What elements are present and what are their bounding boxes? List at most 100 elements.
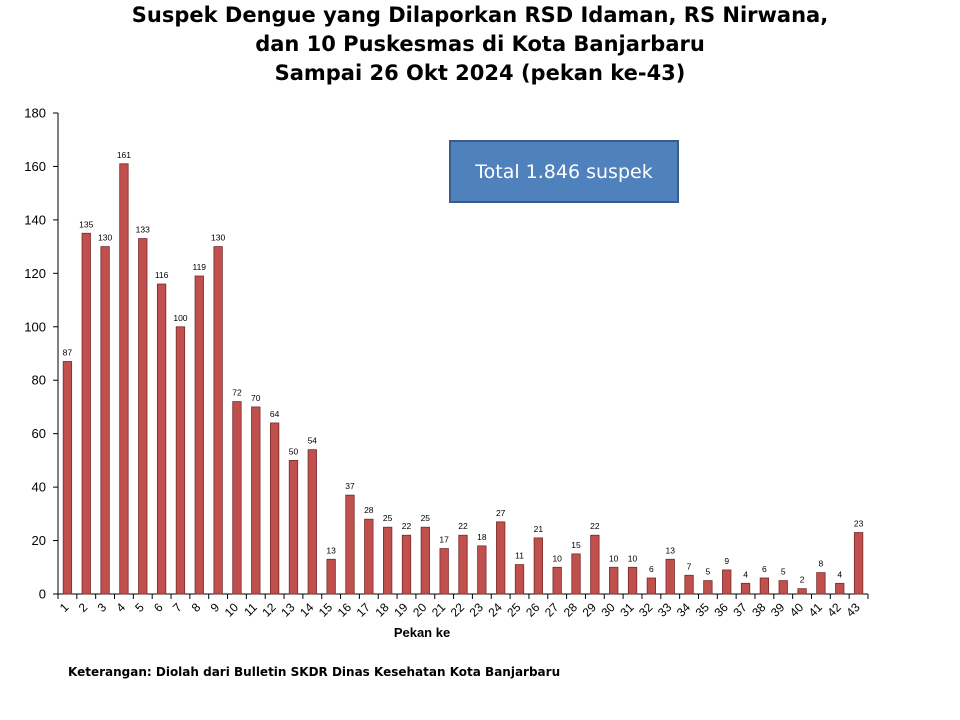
x-tick-label: 42 xyxy=(825,600,845,620)
bar xyxy=(326,558,336,595)
x-tick-label: 16 xyxy=(335,600,355,620)
bar xyxy=(100,246,110,595)
x-tick-label: 11 xyxy=(241,600,260,619)
bar-value-label: 37 xyxy=(345,481,355,491)
x-tick-label: 33 xyxy=(655,600,675,620)
x-tick-label: 43 xyxy=(843,600,863,620)
bar xyxy=(232,401,242,595)
plot-area: 0204060801001201401601808711352130316141… xyxy=(24,106,869,620)
bar xyxy=(175,326,186,595)
x-tick-label: 22 xyxy=(448,600,468,620)
bar-value-label: 50 xyxy=(289,446,299,456)
bar xyxy=(552,566,562,595)
title-line-3: Sampai 26 Okt 2024 (pekan ke-43) xyxy=(275,61,686,85)
bar-value-label: 18 xyxy=(477,532,487,542)
x-tick-label: 19 xyxy=(391,600,411,620)
bar-value-label: 87 xyxy=(63,348,73,358)
bar-value-label: 130 xyxy=(211,233,225,243)
y-tick-label: 40 xyxy=(32,480,46,495)
bar-value-label: 22 xyxy=(402,521,412,531)
x-tick-label: 5 xyxy=(132,600,147,615)
x-tick-label: 12 xyxy=(259,600,279,620)
bar xyxy=(62,361,73,595)
bar-value-label: 6 xyxy=(649,564,654,574)
x-tick-label: 23 xyxy=(467,600,487,620)
bar-value-label: 28 xyxy=(364,505,374,515)
x-axis-title: Pekan ke xyxy=(394,625,450,640)
x-tick-label: 29 xyxy=(580,600,600,620)
y-tick-label: 20 xyxy=(32,533,46,548)
bar-value-label: 21 xyxy=(534,524,544,534)
x-tick-label: 17 xyxy=(354,600,374,620)
x-tick-label: 3 xyxy=(95,600,110,615)
bar-value-label: 5 xyxy=(781,567,786,577)
x-tick-label: 20 xyxy=(410,600,430,620)
bar xyxy=(609,566,619,595)
bar-value-label: 135 xyxy=(79,219,93,229)
bar-value-label: 25 xyxy=(383,513,393,523)
bar-value-label: 10 xyxy=(552,553,562,563)
bar xyxy=(288,459,299,595)
bar xyxy=(119,163,129,595)
x-tick-label: 37 xyxy=(730,600,750,620)
bar xyxy=(477,545,487,595)
bar xyxy=(496,521,506,595)
bar-value-label: 23 xyxy=(854,519,864,529)
bar xyxy=(740,582,751,595)
bar-value-label: 8 xyxy=(819,559,824,569)
bar xyxy=(307,449,317,595)
bar xyxy=(364,518,374,595)
bar xyxy=(665,558,675,595)
bar xyxy=(458,534,468,595)
x-tick-label: 36 xyxy=(711,600,731,620)
bar-value-label: 6 xyxy=(762,564,767,574)
bar xyxy=(194,275,204,595)
bar xyxy=(81,232,91,595)
x-tick-label: 21 xyxy=(429,600,449,620)
bar-value-label: 22 xyxy=(590,521,600,531)
bar-value-label: 100 xyxy=(173,313,187,323)
x-tick-label: 9 xyxy=(208,600,223,615)
bar-value-label: 119 xyxy=(192,262,206,272)
y-tick-label: 60 xyxy=(32,426,46,441)
bar-value-label: 133 xyxy=(136,225,150,235)
bar xyxy=(627,566,638,595)
y-tick-label: 160 xyxy=(24,159,46,174)
bar-value-label: 70 xyxy=(251,393,261,403)
x-tick-label: 27 xyxy=(542,600,562,620)
source-note: Keterangan: Diolah dari Bulletin SKDR Di… xyxy=(68,665,560,679)
chart-title: Suspek Dengue yang Dilaporkan RSD Idaman… xyxy=(132,3,828,85)
bar-value-label: 10 xyxy=(628,553,638,563)
bar-value-label: 161 xyxy=(117,150,131,160)
bar-value-label: 130 xyxy=(98,233,112,243)
y-tick-label: 180 xyxy=(24,106,46,121)
x-tick-label: 40 xyxy=(787,600,807,620)
bar-value-label: 27 xyxy=(496,508,506,518)
bar-value-label: 64 xyxy=(270,409,280,419)
bar xyxy=(420,526,430,595)
title-line-2: dan 10 Puskesmas di Kota Banjarbaru xyxy=(255,32,705,56)
bar-value-label: 2 xyxy=(800,575,805,585)
x-tick-label: 25 xyxy=(504,600,524,620)
bar-value-label: 15 xyxy=(571,540,581,550)
bar xyxy=(533,537,543,595)
x-tick-label: 6 xyxy=(151,600,166,615)
bar xyxy=(703,580,713,595)
x-tick-label: 18 xyxy=(372,600,392,620)
x-tick-label: 28 xyxy=(561,600,581,620)
bar xyxy=(514,564,525,595)
bar-value-label: 4 xyxy=(743,569,748,579)
x-tick-label: 8 xyxy=(189,600,204,615)
bar xyxy=(269,422,280,595)
bar xyxy=(590,534,600,595)
x-tick-label: 1 xyxy=(57,600,72,615)
title-line-1: Suspek Dengue yang Dilaporkan RSD Idaman… xyxy=(132,3,828,27)
bar-value-label: 22 xyxy=(458,521,468,531)
bar-value-label: 54 xyxy=(308,436,318,446)
bar-value-label: 7 xyxy=(687,561,692,571)
y-tick-label: 140 xyxy=(24,212,46,227)
bar-value-label: 72 xyxy=(232,388,242,398)
bar xyxy=(213,246,223,595)
x-tick-label: 39 xyxy=(768,600,788,620)
